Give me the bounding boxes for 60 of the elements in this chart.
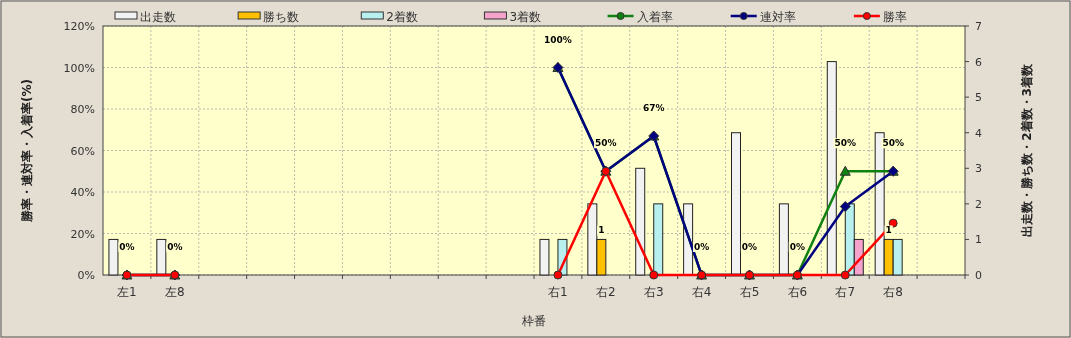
y2-tick-label: 5 <box>975 91 982 105</box>
bar <box>539 238 550 276</box>
y-tick-label: 40% <box>70 186 95 199</box>
data-label: 1 <box>598 225 605 236</box>
y2-tick-label: 0 <box>975 269 982 282</box>
y-axis-title: 勝率・連対率・入着率(%) <box>20 79 34 223</box>
bar <box>731 132 741 276</box>
data-label: 100% <box>544 34 572 45</box>
x-tick-label: 右1 <box>548 285 568 299</box>
data-label: 50% <box>834 138 857 149</box>
x-tick-label: 右2 <box>596 285 616 299</box>
y2-tick-label: 1 <box>975 233 982 247</box>
x-tick-label: 右6 <box>787 285 808 299</box>
x-tick-label: 左8 <box>165 285 185 299</box>
legend-label: 勝ち数 <box>263 10 300 24</box>
data-label: 50% <box>882 138 904 149</box>
legend-label: 出走数 <box>140 10 176 24</box>
data-label: 0% <box>167 242 183 252</box>
legend-label: 入着率 <box>636 10 673 24</box>
bar <box>635 167 646 276</box>
y2-axis-title: 出走数・勝ち数・2着数・3着数 <box>1020 63 1034 237</box>
point <box>649 270 659 280</box>
point <box>840 270 850 280</box>
x-tick-label: 右7 <box>835 285 856 299</box>
legend-label: 3着数 <box>509 10 542 24</box>
x-tick-label: 右3 <box>643 285 664 299</box>
y2-tick-label: 2 <box>975 197 982 211</box>
y-tick-label: 120% <box>63 20 95 33</box>
point <box>839 201 851 213</box>
data-label: 1 <box>885 225 892 236</box>
x-tick-label: 右4 <box>691 285 712 299</box>
y-tick-label: 60% <box>70 144 95 158</box>
bar <box>778 203 789 276</box>
data-label: 0% <box>693 242 710 252</box>
bar <box>826 61 837 276</box>
y-tick-label: 20% <box>70 227 95 241</box>
y-tick-label: 80% <box>70 103 95 116</box>
y2-tick-label: 3 <box>975 162 982 176</box>
legend-label: 勝率 <box>882 10 907 24</box>
legend-label: 連対率 <box>759 10 796 24</box>
data-label: 50% <box>595 138 617 149</box>
data-label: 67% <box>642 102 665 113</box>
x-axis-title: 枠番 <box>521 314 546 328</box>
bar <box>653 203 664 276</box>
y2-tick-label: 4 <box>975 126 982 140</box>
data-label: 0% <box>741 242 758 252</box>
bar <box>108 238 119 276</box>
point <box>839 165 851 176</box>
y2-tick-label: 6 <box>975 55 982 69</box>
data-label: 0% <box>789 242 806 252</box>
x-tick-label: 右5 <box>739 285 760 299</box>
y-tick-label: 0% <box>77 269 95 282</box>
legend-label: 2着数 <box>386 10 418 24</box>
data-label: 0% <box>119 242 135 252</box>
point <box>553 270 563 280</box>
bar <box>156 238 167 276</box>
x-tick-label: 左1 <box>117 285 137 299</box>
x-tick-label: 右8 <box>883 285 903 299</box>
y2-tick-label: 7 <box>975 20 982 33</box>
y-tick-label: 100% <box>63 61 95 75</box>
